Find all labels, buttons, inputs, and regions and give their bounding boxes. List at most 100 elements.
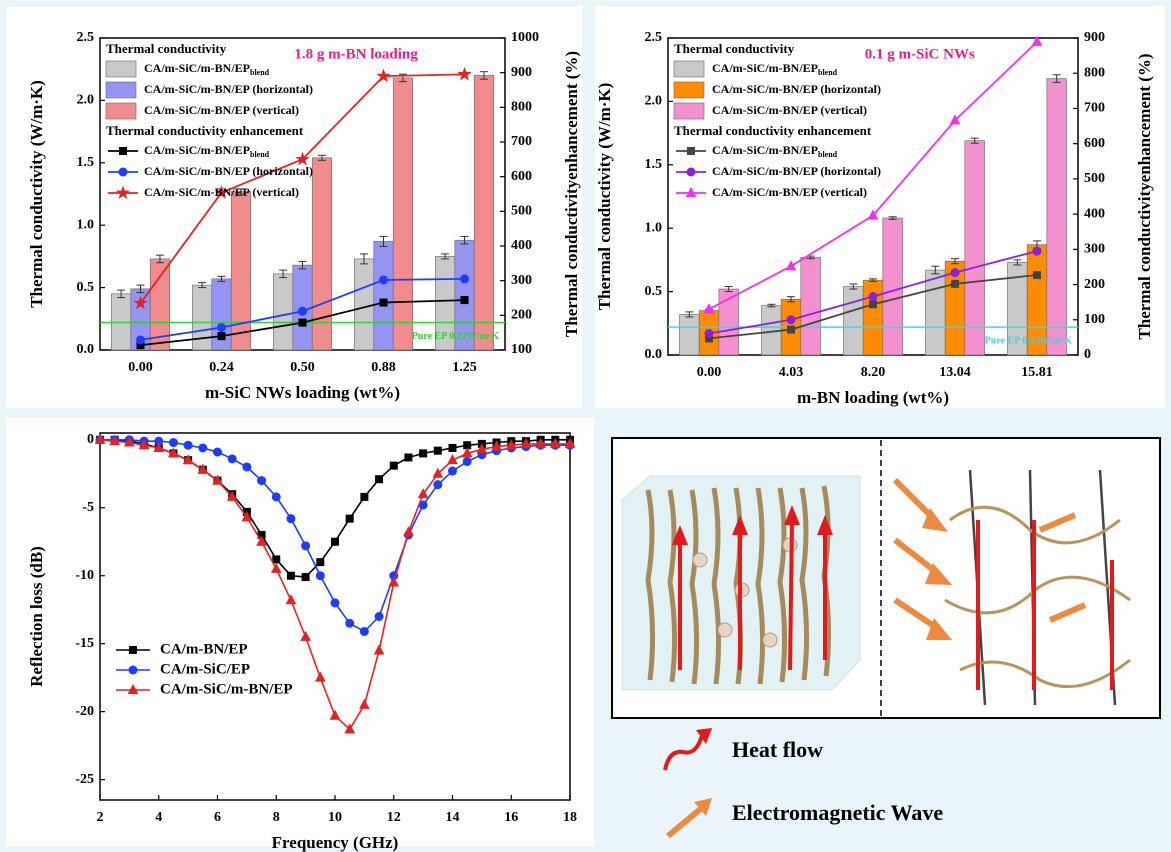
y-axis-title: Thermal conductivity (W/m·K) [595, 83, 614, 311]
y-tick-label: -10 [75, 568, 94, 583]
marker [133, 295, 148, 310]
error-bar [460, 235, 469, 245]
marker [298, 306, 307, 316]
bar [354, 258, 375, 351]
y-tick-label: 1.5 [77, 155, 95, 170]
legend-label: CA/m-SiC/m-BN/EPblend [144, 143, 270, 160]
y-tick-label: 2.5 [77, 30, 95, 45]
marker [703, 303, 715, 314]
marker [109, 435, 121, 446]
error-bar [217, 275, 226, 282]
marker [256, 535, 267, 546]
error-bar [888, 216, 897, 220]
x-tick-label: 2 [97, 810, 104, 825]
y-tick-label: 0.5 [77, 280, 95, 295]
legend-subscript: blend [250, 68, 270, 77]
marker [330, 598, 340, 608]
bar [230, 191, 251, 351]
marker [460, 296, 469, 305]
y-tick-label: 1.5 [645, 157, 663, 172]
error-bar [767, 303, 776, 308]
y-tick-label: -15 [75, 636, 94, 651]
y2-tick-label: 500 [511, 204, 532, 219]
x-tick-label: 1.25 [452, 360, 477, 375]
y2-tick-label: 700 [511, 134, 532, 149]
y2-tick-label: 800 [511, 100, 532, 115]
error-bar [849, 283, 858, 290]
legend-marker [127, 683, 139, 694]
legend-label: CA/m-BN/EP [160, 641, 248, 657]
y-tick-label: 1.0 [645, 220, 663, 235]
marker [301, 573, 310, 582]
y2-tick-label: 800 [1084, 65, 1105, 80]
y-tick-label: 2.0 [77, 93, 95, 108]
marker [417, 488, 429, 499]
marker [344, 723, 356, 734]
marker [1033, 271, 1041, 280]
x-tick-label: 6 [214, 810, 221, 825]
x-tick-label: 10 [328, 810, 342, 825]
y-tick-label: 2.5 [645, 30, 663, 45]
marker [329, 709, 341, 720]
x-tick-label: 12 [387, 810, 401, 825]
marker [433, 480, 443, 490]
legend-swatch [673, 102, 705, 120]
bar [273, 273, 294, 351]
marker [404, 453, 413, 462]
marker [476, 443, 488, 454]
legend-marker [687, 147, 695, 155]
marker [331, 537, 339, 546]
marker [1032, 246, 1042, 256]
legend-header: Thermal conductivity enhancement [674, 123, 872, 138]
marker [314, 671, 326, 682]
legend-name: CA/m-SiC/m-BN/EP [144, 143, 250, 157]
marker [316, 558, 325, 567]
legend-subscript: blend [818, 68, 838, 77]
x-tick-label: 0.24 [209, 360, 234, 375]
legend-name: CA/m-SiC/m-BN/EP (vertical) [712, 185, 867, 199]
marker [286, 571, 295, 580]
marker [124, 436, 135, 447]
marker [432, 467, 444, 478]
y-tick-label: 0.0 [77, 342, 95, 357]
x-tick-label: 14 [446, 810, 460, 825]
marker [549, 437, 561, 448]
legend-label: CA/m-SiC/m-BN/EP (horizontal) [712, 82, 881, 96]
y-tick-label: 0.0 [645, 347, 663, 362]
x-tick-label: 0.00 [697, 365, 722, 380]
marker [242, 462, 252, 472]
y2-tick-label: 100 [511, 342, 532, 357]
marker [535, 437, 546, 448]
bar [925, 269, 946, 356]
legend-swatch [105, 102, 137, 120]
legend-swatch [105, 60, 137, 78]
marker [345, 514, 354, 523]
y2-tick-label: 900 [511, 65, 532, 80]
bar [473, 75, 494, 351]
x-tick-label: 0.88 [371, 360, 396, 375]
y2-tick-label: 1000 [511, 30, 539, 45]
legend-label: CA/m-SiC/m-BN/EP (vertical) [712, 103, 867, 117]
marker [214, 185, 229, 199]
error-bar [198, 282, 207, 289]
legend-name: CA/m-SiC/m-BN/EP [712, 61, 818, 75]
legend-label: CA/m-SiC/m-BN/EP (horizontal) [712, 164, 881, 178]
bar [392, 77, 413, 351]
marker [168, 438, 178, 448]
marker [217, 322, 226, 332]
y2-tick-label: 400 [511, 238, 532, 253]
x-tick-label: 16 [504, 810, 518, 825]
marker [360, 492, 369, 501]
marker [298, 318, 307, 327]
legend-name: CA/m-SiC/m-BN/EP (vertical) [144, 185, 299, 199]
marker [374, 612, 384, 621]
marker [869, 300, 877, 309]
bar [862, 279, 884, 356]
marker [867, 209, 879, 220]
y2-tick-label: 400 [1084, 206, 1105, 221]
legend-label: CA/m-SiC/m-BN/EP (vertical) [144, 185, 299, 199]
marker [403, 526, 414, 537]
error-bar [441, 253, 450, 260]
x-tick-label: 4.03 [779, 365, 804, 380]
error-bar [155, 254, 164, 264]
